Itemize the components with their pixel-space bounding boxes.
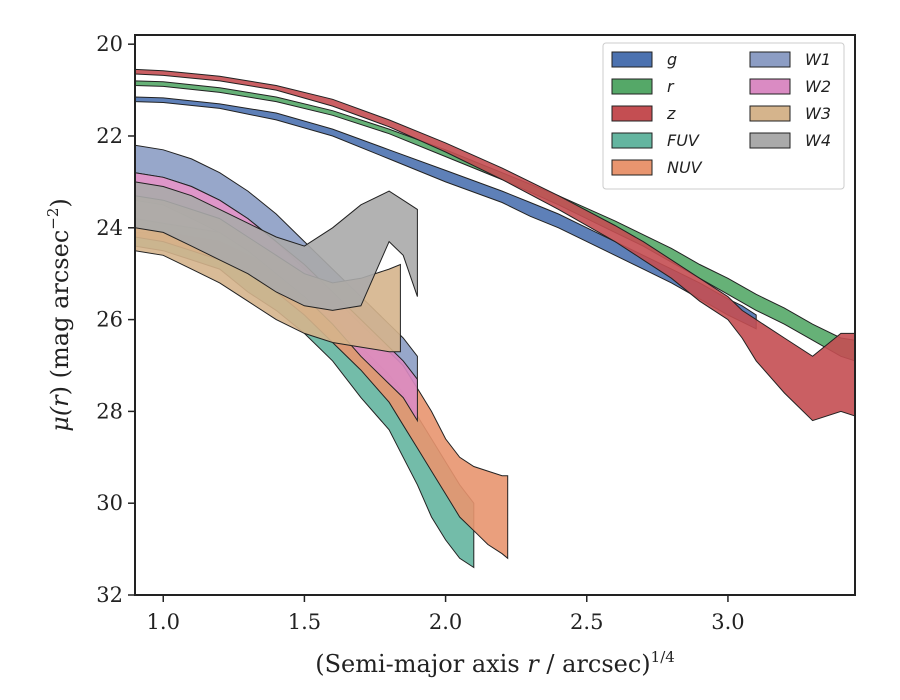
legend-swatch-r — [611, 78, 653, 95]
profile-bands — [135, 68, 855, 569]
legend-label-g: g — [667, 50, 677, 69]
y-tick-label: 24 — [96, 216, 123, 240]
x-axis-title: (Semi-major axis r / arcsec)1/4 — [315, 648, 675, 678]
y-axis: 20 22 24 26 28 30 32 — [96, 32, 135, 607]
x-axis-title-rest: / arcsec) — [539, 650, 651, 678]
y-tick-label: 22 — [96, 124, 123, 148]
legend-swatch-W4 — [749, 132, 791, 149]
y-tick-label: 20 — [96, 32, 123, 56]
y-tick-label: 32 — [96, 583, 123, 607]
y-axis-title-sup: −2 — [44, 208, 62, 230]
legend-label-W2: W2 — [805, 77, 831, 96]
x-tick-label: 3.0 — [711, 610, 744, 634]
legend-swatch-g — [611, 51, 653, 68]
x-axis-title-var: r — [527, 650, 540, 678]
x-tick-label: 1.5 — [288, 610, 321, 634]
y-axis-title-var: r — [46, 394, 74, 407]
legend-label-W4: W4 — [805, 131, 831, 150]
band-W4 — [135, 181, 418, 311]
legend-swatch-W2 — [749, 78, 791, 95]
y-axis-title-rest: ) (mag arcsec — [46, 230, 74, 396]
legend: grz FUV NUV W1 W2 W3 W4 — [602, 42, 845, 190]
legend-label-W1: W1 — [805, 50, 831, 69]
y-tick-label: 26 — [96, 308, 123, 332]
x-axis-title-main: (Semi-major axis — [315, 650, 527, 678]
y-tick-label: 30 — [96, 491, 123, 515]
x-axis: 1.0 1.5 2.0 2.5 3.0 — [147, 595, 745, 634]
legend-swatch-NUV — [611, 159, 653, 176]
legend-label-r: r — [667, 77, 675, 96]
legend-swatch-W1 — [749, 51, 791, 68]
y-axis-title-close: ) — [46, 198, 74, 207]
x-tick-label: 2.5 — [570, 610, 603, 634]
x-tick-label: 2.0 — [429, 610, 462, 634]
legend-label-W3: W3 — [805, 104, 831, 123]
y-axis-title-mu: μ( — [46, 406, 74, 432]
x-tick-label: 1.0 — [147, 610, 180, 634]
plot-frame — [134, 34, 856, 596]
legend-swatch-FUV — [611, 132, 653, 149]
y-tick-label: 28 — [96, 399, 123, 423]
x-axis-title-sup: 1/4 — [651, 648, 675, 666]
y-axis-title: μ(r) (mag arcsec−2) — [44, 198, 74, 432]
legend-swatch-z — [611, 105, 653, 122]
legend-label-NUV: NUV — [667, 158, 703, 177]
legend-swatch-W3 — [749, 105, 791, 122]
legend-label-z: z — [666, 104, 676, 123]
band-z — [135, 68, 855, 422]
legend-label-FUV: FUV — [667, 131, 700, 150]
